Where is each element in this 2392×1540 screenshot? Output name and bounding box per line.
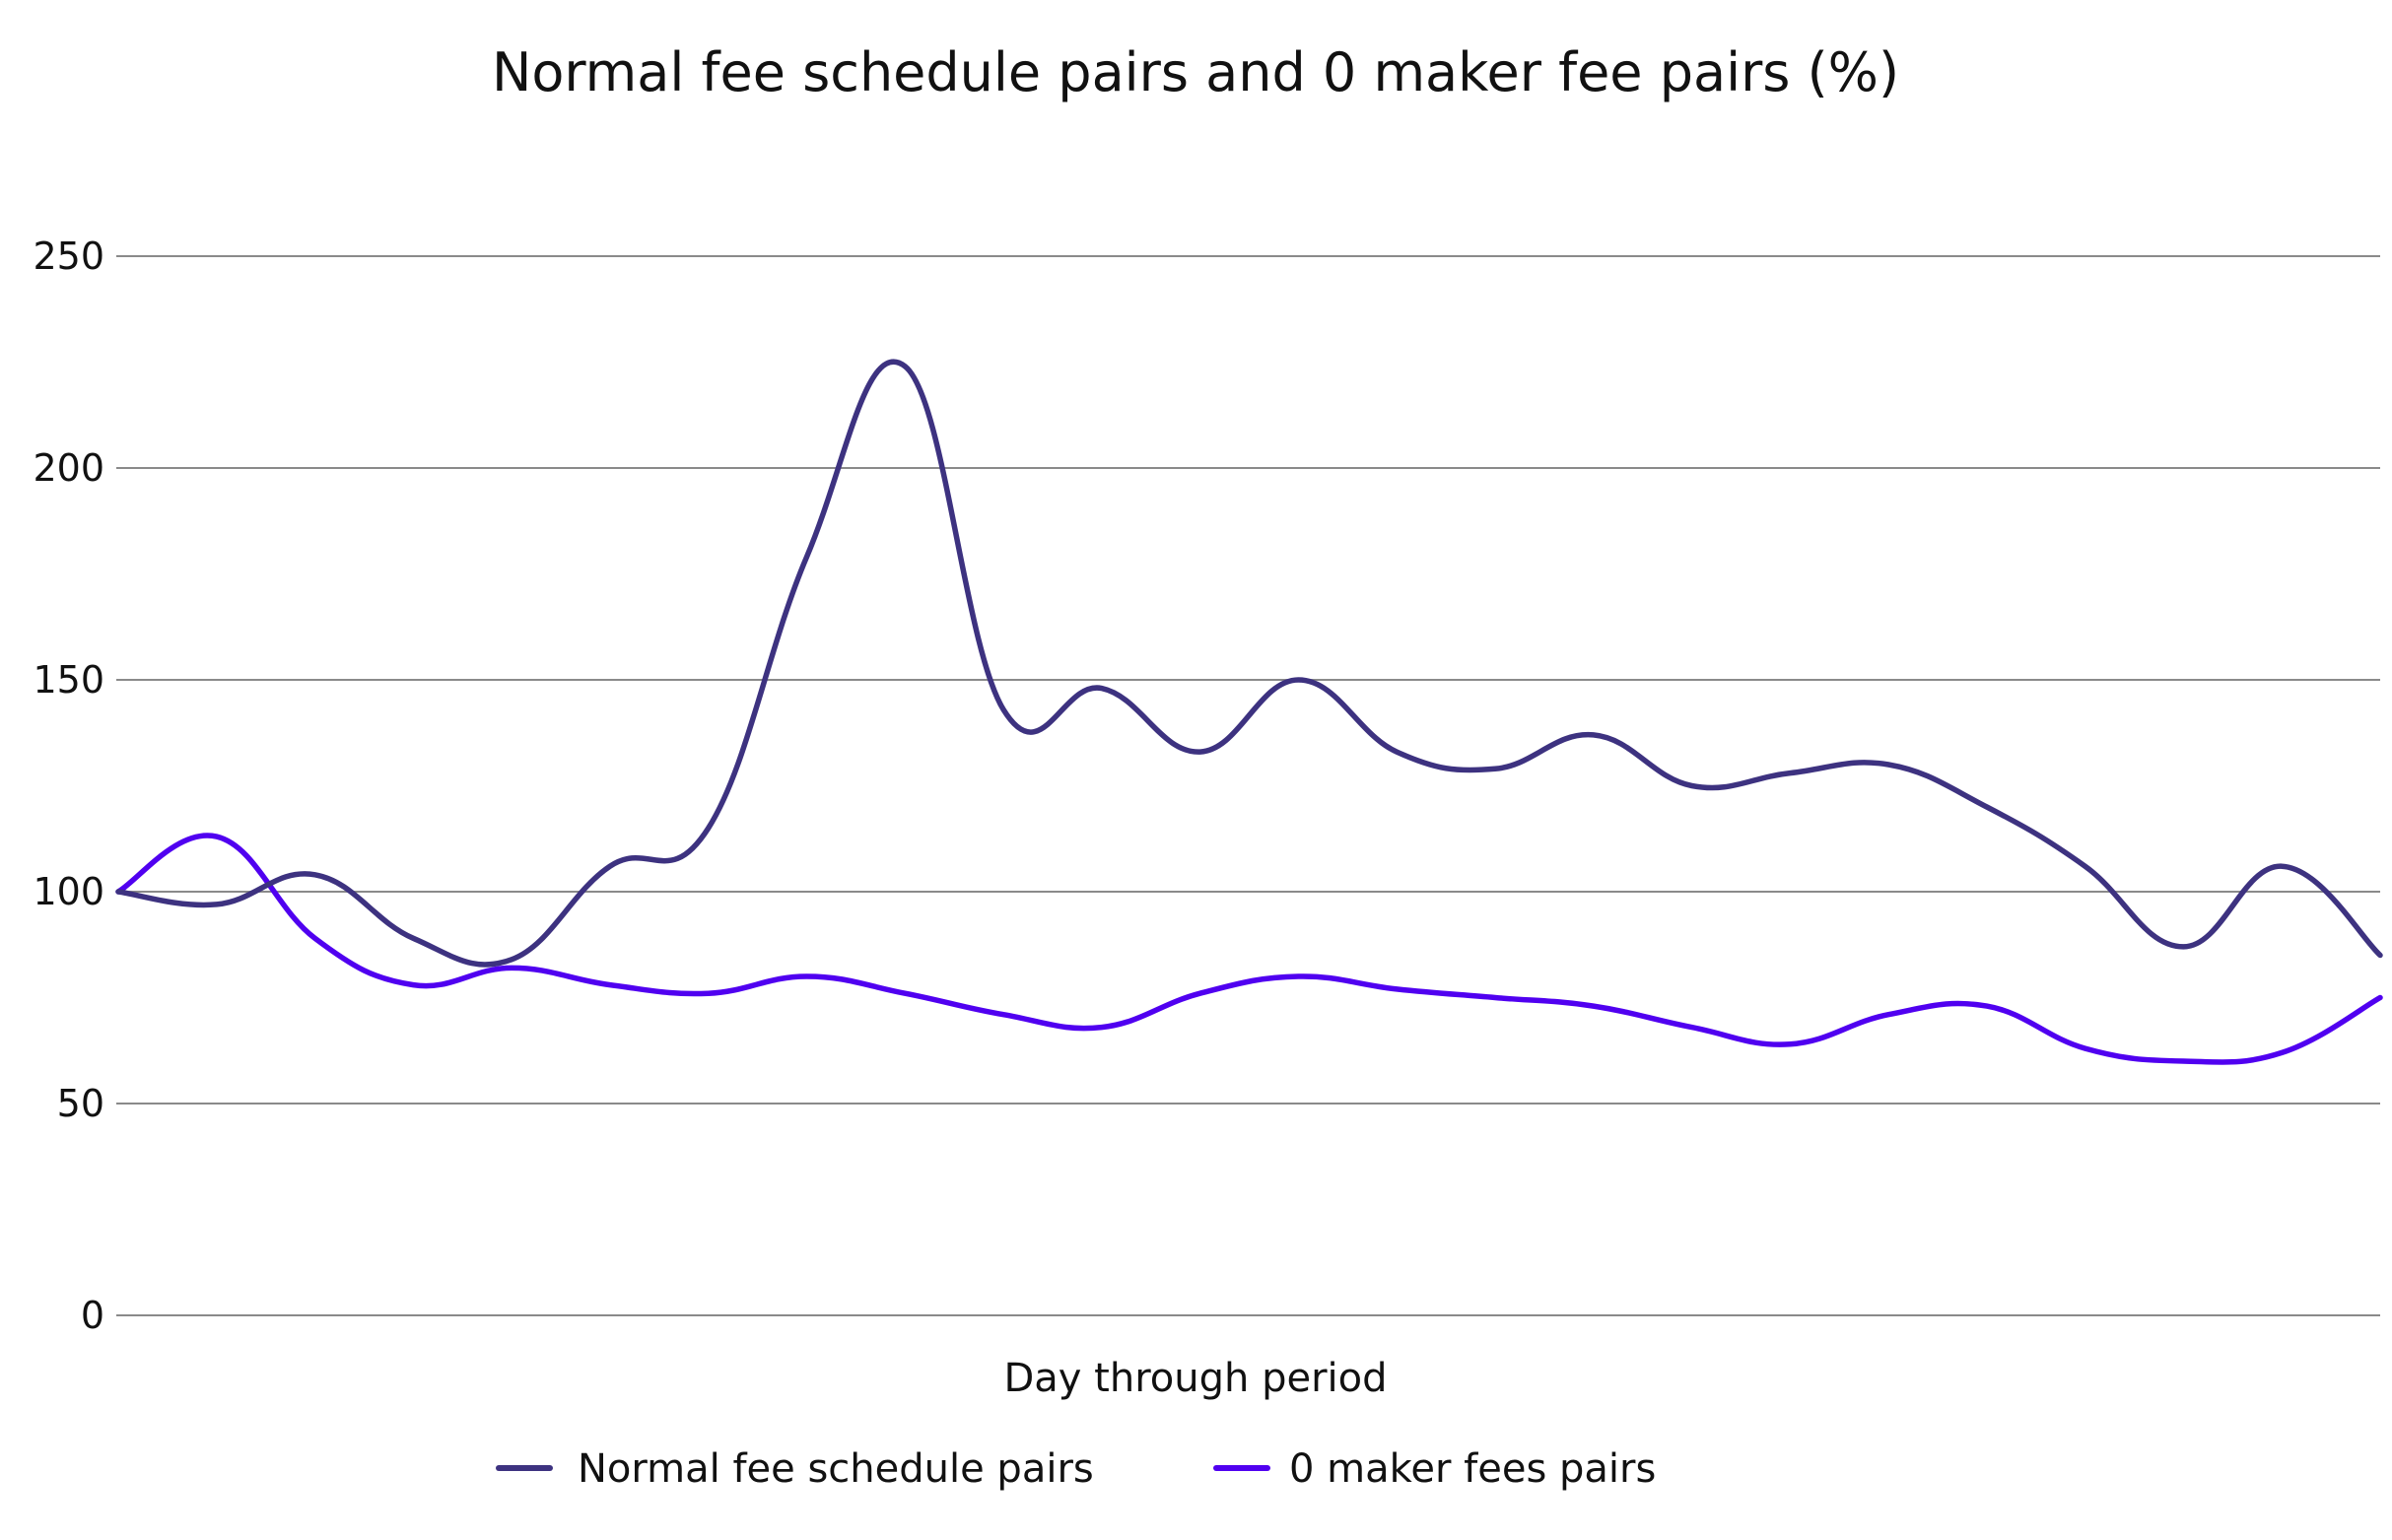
y-axis-ticks: 0 50 100 150 200 250 [33, 234, 104, 1337]
chart-title: Normal fee schedule pairs and 0 maker fe… [492, 41, 1899, 103]
legend: Normal fee schedule pairs 0 maker fees pa… [496, 1446, 1656, 1492]
gridlines [116, 255, 2380, 1316]
y-tick-label: 50 [57, 1082, 104, 1125]
y-tick-label: 200 [33, 446, 104, 490]
y-tick-label: 150 [33, 658, 104, 702]
y-tick-label: 250 [33, 234, 104, 278]
series-line-0-maker-fees-pairs [115, 833, 2383, 1065]
legend-label: 0 maker fees pairs [1289, 1446, 1656, 1492]
y-tick-label: 0 [81, 1294, 104, 1337]
series-lines [115, 359, 2383, 1065]
legend-item-normal-fee-schedule-pairs: Normal fee schedule pairs [496, 1446, 1094, 1492]
legend-label: Normal fee schedule pairs [578, 1446, 1094, 1492]
y-tick-label: 100 [33, 870, 104, 913]
series-line-normal-fee-schedule-pairs [115, 359, 2383, 968]
x-axis-label: Day through period [1003, 1356, 1387, 1401]
legend-item-0-maker-fees-pairs: 0 maker fees pairs [1213, 1446, 1656, 1492]
